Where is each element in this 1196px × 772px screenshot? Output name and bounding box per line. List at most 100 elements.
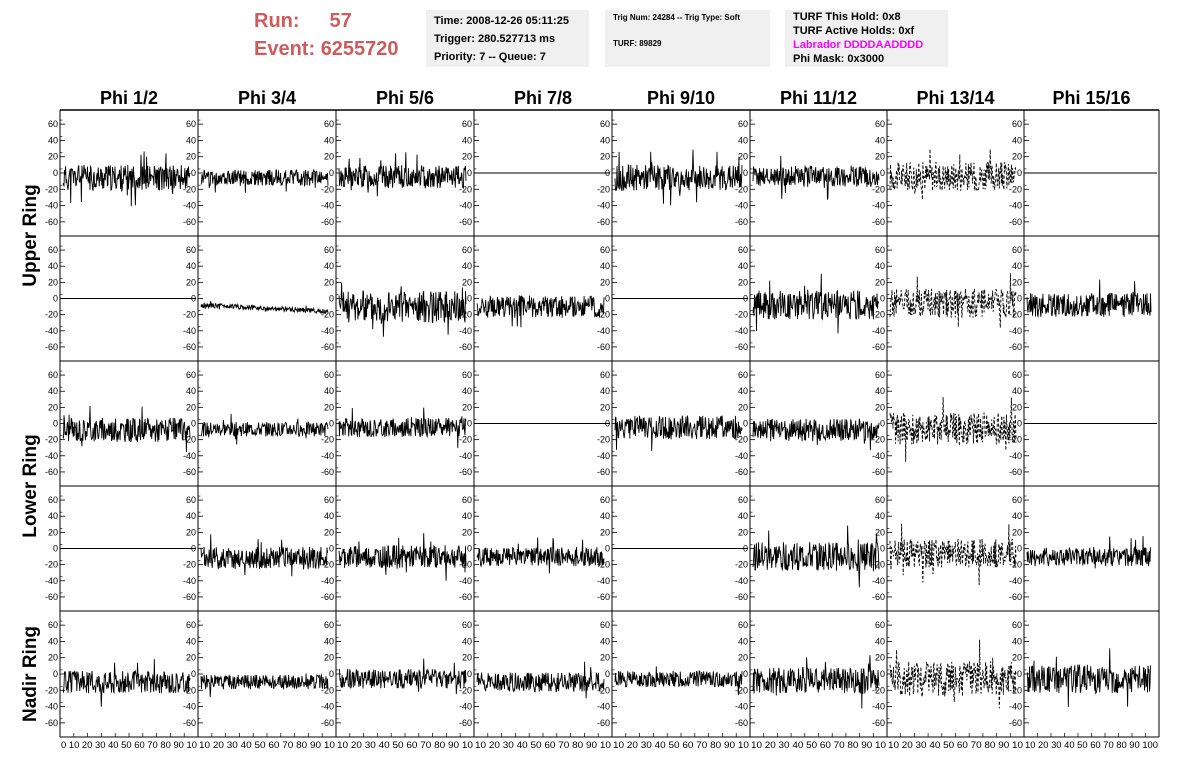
waveform-panel: -60 -40 -20 0 20 40 60 <box>459 495 605 602</box>
y-tick-label: 60 <box>738 245 748 255</box>
y-tick-label: -60 <box>45 592 58 602</box>
y-tick-label: 20 <box>738 277 748 287</box>
y-tick-label: 40 <box>738 135 748 145</box>
waveform-panel: -60 -40 -20 0 20 40 60 <box>459 245 605 352</box>
y-tick-label: 60 <box>186 245 196 255</box>
y-tick-label: 0 <box>743 168 748 178</box>
waveform-trace <box>889 523 1017 586</box>
y-tick-label: 60 <box>875 620 885 630</box>
waveform-panel: -60 -40 -20 0 20 40 60 <box>597 620 743 728</box>
y-tick-label: 20 <box>600 277 610 287</box>
y-tick-label: 60 <box>48 245 58 255</box>
waveform-panel: -60 -40 -20 0 20 40 60 <box>183 119 329 227</box>
y-tick-label: 0 <box>605 669 610 679</box>
y-tick-label: 60 <box>324 620 334 630</box>
y-tick-label: -40 <box>183 326 196 336</box>
waveform-panel: -60 -40 -20 0 20 40 60 <box>735 119 880 227</box>
x-tick-labels: 10 20 30 40 50 60 70 80 90 10 <box>751 740 886 751</box>
y-tick-label: 60 <box>462 620 472 630</box>
y-tick-label: 0 <box>880 168 885 178</box>
y-tick-label: 60 <box>738 620 748 630</box>
y-tick-label: 60 <box>48 119 58 129</box>
y-tick-label: 60 <box>48 370 58 380</box>
turf-active-holds-text: TURF Active Holds: 0xf <box>793 25 915 37</box>
y-tick-label: 60 <box>600 245 610 255</box>
y-tick-label: -40 <box>872 576 885 586</box>
y-tick-label: -40 <box>321 576 334 586</box>
waveform-panel: -60 -40 -20 0 20 40 60 <box>1009 370 1157 477</box>
y-tick-label: 60 <box>324 495 334 505</box>
waveform-trace <box>62 151 191 207</box>
y-tick-label: -60 <box>597 217 610 227</box>
waveform-panel: -60 -40 -20 0 20 40 60 <box>597 245 748 352</box>
y-tick-label: 60 <box>738 370 748 380</box>
y-tick-label: 60 <box>875 495 885 505</box>
y-tick-label: -20 <box>45 435 58 445</box>
waveform-panel: -60 -40 -20 0 20 40 60 <box>735 370 880 477</box>
waveform-panel: -60 -40 -20 0 20 40 60 <box>459 620 605 728</box>
waveform-trace <box>200 534 328 577</box>
y-tick-label: -40 <box>183 451 196 461</box>
y-tick-label: -40 <box>735 451 748 461</box>
y-tick-label: 0 <box>880 294 885 304</box>
y-tick-label: 40 <box>48 636 58 646</box>
y-tick-label: 40 <box>600 511 610 521</box>
waveform-trace <box>752 155 880 201</box>
y-tick-label: -60 <box>1009 718 1022 728</box>
y-tick-label: -60 <box>872 592 885 602</box>
waveform-trace <box>338 407 467 448</box>
y-tick-label: 40 <box>186 135 196 145</box>
y-tick-label: -60 <box>735 718 748 728</box>
y-tick-label: -40 <box>872 201 885 211</box>
y-tick-label: -20 <box>735 685 748 695</box>
x-tick-labels: 10 20 30 40 50 60 70 80 90 10 <box>475 740 611 751</box>
y-tick-label: 20 <box>1012 527 1022 537</box>
y-tick-label: 60 <box>324 245 334 255</box>
y-tick-label: -60 <box>459 342 472 352</box>
y-tick-label: 40 <box>875 636 885 646</box>
priority-text: Priority: 7 -- Queue: 7 <box>434 51 546 63</box>
y-tick-label: 40 <box>48 386 58 396</box>
waveform-trace <box>338 282 467 337</box>
y-tick-label: -20 <box>735 560 748 570</box>
column-header: Phi 3/4 <box>238 88 296 108</box>
x-tick-labels: 10 20 30 40 50 60 70 80 90 10 <box>613 740 749 751</box>
y-tick-label: -20 <box>872 310 885 320</box>
waveform-panel: -60 -40 -20 0 20 40 60 <box>459 119 610 227</box>
y-tick-label: 20 <box>48 402 58 412</box>
column-header: Phi 11/12 <box>780 88 857 108</box>
y-tick-label: -60 <box>872 467 885 477</box>
waveform-panel: -60 -40 -20 0 20 40 60 <box>321 370 467 477</box>
waveform-panel: -60 -40 -20 0 20 40 60 <box>45 245 196 352</box>
y-tick-label: -40 <box>183 576 196 586</box>
y-tick-label: 40 <box>324 511 334 521</box>
y-tick-label: -40 <box>459 702 472 712</box>
y-tick-label: -60 <box>1009 467 1022 477</box>
y-tick-label: 60 <box>462 370 472 380</box>
y-tick-label: 60 <box>600 370 610 380</box>
y-tick-label: -40 <box>459 326 472 336</box>
waveform-trace <box>200 168 329 193</box>
waveform-trace <box>476 295 605 328</box>
waveform-panel: -60 -40 -20 0 20 40 60 <box>183 370 329 477</box>
y-tick-label: -60 <box>459 467 472 477</box>
waveform-trace <box>200 673 329 698</box>
y-tick-label: 0 <box>191 294 196 304</box>
y-tick-label: -20 <box>321 310 334 320</box>
waveform-panel: -60 -40 -20 0 20 40 60 <box>1009 245 1152 352</box>
y-tick-label: 40 <box>738 261 748 271</box>
y-tick-label: -20 <box>1009 685 1022 695</box>
y-tick-label: 20 <box>48 152 58 162</box>
x-tick-labels: 10 20 30 40 50 60 70 80 90 10 <box>337 740 473 751</box>
y-tick-label: 20 <box>600 152 610 162</box>
waveform-trace <box>889 639 1017 709</box>
waveform-trace <box>200 413 329 445</box>
y-tick-label: -20 <box>45 685 58 695</box>
waveform-trace <box>889 148 1017 200</box>
waveform-panel: -60 -40 -20 0 20 40 60 <box>597 370 743 477</box>
y-tick-label: -40 <box>321 326 334 336</box>
event-line: Event: 6255720 <box>254 38 399 61</box>
y-tick-label: 20 <box>186 402 196 412</box>
y-tick-label: -40 <box>459 451 472 461</box>
y-tick-label: 0 <box>53 669 58 679</box>
